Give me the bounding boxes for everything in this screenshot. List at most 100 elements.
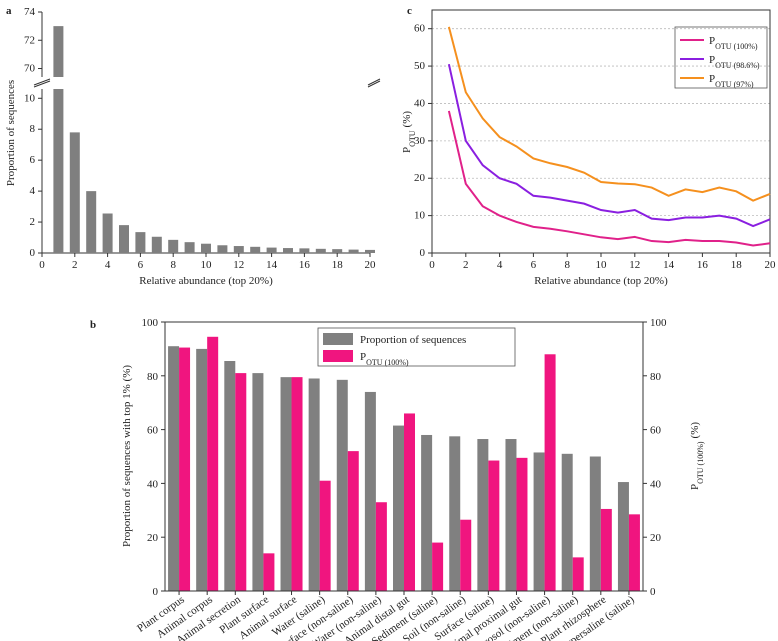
bar	[315, 248, 326, 253]
legend-label: POTU (100%)	[360, 351, 409, 367]
bar	[168, 346, 180, 591]
y-tick-label: 20	[147, 532, 159, 544]
x-tick-label: 20	[365, 259, 377, 271]
bar	[561, 453, 573, 591]
bar	[196, 348, 208, 591]
y-tick-label: 60	[414, 23, 426, 35]
legend-label-main: P	[709, 54, 715, 66]
y2-axis-label-suffix: (%)	[689, 422, 701, 439]
bar	[291, 377, 303, 591]
series-line	[447, 110, 771, 247]
legend-label: POTU (100%)	[709, 35, 758, 51]
bar	[393, 425, 404, 591]
legend-label-subscript: OTU (100%)	[715, 42, 758, 51]
x-tick-label: 10	[201, 259, 213, 271]
y2-tick-label: 100	[650, 317, 667, 329]
legend-label-main: P	[709, 35, 715, 47]
y-axis-label: POTU (%)	[401, 111, 417, 153]
y-tick-label: 50	[414, 60, 426, 72]
plot-frame	[431, 9, 771, 254]
y-tick-label: 10	[414, 210, 426, 222]
x-tick-label: 0	[39, 259, 45, 271]
y2-tick-label: 60	[650, 425, 662, 437]
bar	[432, 542, 444, 591]
x-tick-label: 0	[429, 259, 435, 271]
y2-tick-label: 0	[650, 586, 656, 598]
x-tick-label: 10	[596, 259, 608, 271]
legend-label: POTU (98.6%)	[709, 54, 760, 70]
x-tick-label: 2	[463, 259, 469, 271]
y-tick-label: 72	[24, 34, 35, 46]
bar	[347, 451, 359, 591]
x-tick-label: 6	[531, 259, 537, 271]
y-tick-label: 40	[414, 97, 426, 109]
bar	[533, 452, 545, 591]
x-tick-label: 14	[663, 259, 675, 271]
y-tick-label: 60	[147, 425, 159, 437]
x-tick-label: 8	[170, 259, 176, 271]
x-tick-label: 20	[765, 259, 777, 271]
bar	[69, 132, 80, 253]
bar	[365, 249, 375, 253]
y-tick-label: 70	[24, 63, 36, 75]
bar	[201, 243, 211, 253]
y-tick-label: 2	[30, 216, 36, 228]
bar	[235, 373, 247, 591]
y-tick-label: 74	[24, 6, 36, 18]
x-tick-label: 12	[629, 259, 640, 271]
x-tick-label: 14	[266, 259, 278, 271]
legend-label-subscript: OTU (100%)	[366, 358, 409, 367]
legend-label-main: P	[360, 351, 366, 363]
panel-label: c	[407, 5, 412, 17]
y2-tick-label: 20	[650, 532, 662, 544]
bar	[348, 249, 359, 253]
y-tick-label: 40	[147, 478, 159, 490]
bar	[544, 354, 556, 591]
bar	[488, 460, 500, 591]
bar	[119, 225, 129, 253]
bar	[404, 413, 415, 591]
bar	[572, 557, 584, 591]
bar	[263, 553, 275, 591]
x-tick-label: 18	[332, 259, 344, 271]
panel-label: b	[90, 319, 96, 331]
bar	[477, 439, 489, 591]
bar	[168, 239, 179, 253]
x-tick-label: 18	[731, 259, 743, 271]
y-tick-label: 8	[30, 123, 36, 135]
bar	[184, 242, 195, 253]
y2-axis-label-main: P	[689, 484, 701, 490]
y-tick-label: 20	[414, 172, 426, 184]
y-axis-label-main: P	[401, 147, 413, 153]
y2-tick-label: 80	[650, 371, 662, 383]
legend-label: POTU (97%)	[709, 73, 754, 89]
bar	[516, 457, 528, 591]
y-tick-label: 4	[30, 185, 36, 197]
y2-axis-label-subscript: OTU (100%)	[696, 441, 705, 484]
legend-label-main: P	[709, 73, 715, 85]
bar	[283, 248, 293, 253]
bar	[224, 361, 236, 591]
y2-tick-label: 40	[650, 478, 662, 490]
bar	[266, 247, 277, 253]
bar	[280, 377, 292, 591]
panel-label: a	[6, 5, 12, 17]
y2-axis-label: POTU (100%) (%)	[689, 422, 705, 490]
bar	[460, 519, 472, 591]
legend-label-subscript: OTU (97%)	[715, 80, 754, 89]
x-tick-label: 16	[299, 259, 311, 271]
bar	[375, 502, 387, 591]
bar	[250, 246, 261, 253]
y-axis-label: Proportion of sequences	[5, 80, 17, 186]
y-tick-label: 80	[147, 371, 159, 383]
legend-label: Proportion of sequences	[360, 334, 466, 346]
bar	[449, 436, 461, 591]
bar	[179, 347, 191, 591]
bar	[135, 232, 146, 253]
series-line	[447, 63, 771, 228]
bar	[505, 439, 517, 591]
legend-label-subscript: OTU (98.6%)	[715, 61, 760, 70]
bar	[319, 480, 331, 591]
plot-frame	[164, 321, 644, 592]
legend-swatch	[323, 333, 353, 345]
